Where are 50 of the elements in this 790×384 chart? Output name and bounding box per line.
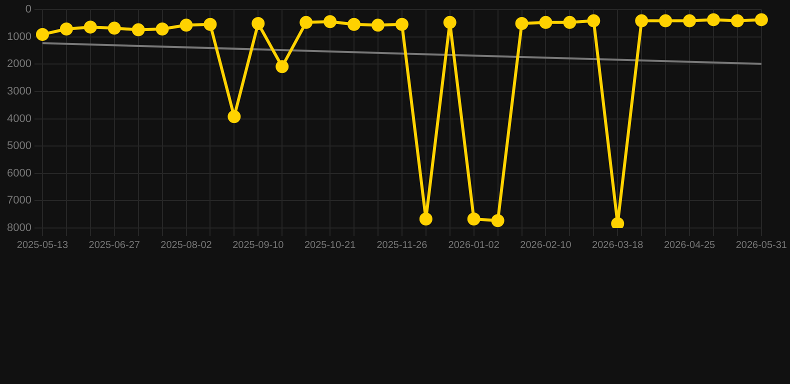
point bbox=[515, 17, 528, 30]
point bbox=[419, 212, 432, 226]
x-tick-label: 2025-06-27 bbox=[88, 240, 140, 251]
y-tick-label: 7000 bbox=[6, 194, 32, 207]
x-tick-label: 2026-04-25 bbox=[664, 240, 716, 251]
x-tick-label: 2025-09-10 bbox=[232, 240, 284, 251]
x-tick-label: 2026-03-18 bbox=[592, 240, 644, 251]
y-tick-label: 4000 bbox=[6, 112, 32, 125]
y-tick-label: 0 bbox=[25, 4, 32, 16]
point bbox=[324, 15, 337, 28]
x-tick-label: 2025-10-21 bbox=[304, 240, 356, 251]
point bbox=[635, 14, 648, 28]
point bbox=[60, 22, 73, 36]
y-tick-label: 3000 bbox=[6, 86, 32, 98]
y-tick-label: 2000 bbox=[6, 58, 32, 70]
point bbox=[611, 217, 624, 228]
point bbox=[371, 18, 384, 32]
y-tick-label: 5000 bbox=[6, 140, 32, 152]
point bbox=[84, 20, 97, 34]
point bbox=[180, 18, 193, 32]
point bbox=[683, 14, 696, 28]
y-tick-label: 1000 bbox=[6, 30, 32, 43]
point bbox=[659, 14, 672, 28]
point bbox=[491, 214, 504, 228]
point bbox=[252, 17, 265, 30]
point bbox=[563, 16, 576, 29]
x-tick-label: 2025-08-02 bbox=[160, 240, 212, 251]
y-tick-label: 8000 bbox=[6, 222, 32, 234]
point bbox=[132, 23, 145, 36]
point bbox=[443, 16, 456, 29]
x-tick-label: 2026-02-10 bbox=[520, 240, 572, 251]
point bbox=[706, 13, 720, 26]
point bbox=[228, 110, 241, 124]
point bbox=[108, 22, 121, 35]
point bbox=[300, 16, 313, 29]
x-tick-label: 2025-05-13 bbox=[16, 240, 68, 251]
y-tick-label: 6000 bbox=[6, 167, 32, 180]
x-tick-label: 2026-05-31 bbox=[736, 240, 788, 251]
x-tick-label: 2026-01-02 bbox=[448, 240, 500, 251]
point bbox=[348, 18, 361, 31]
point bbox=[156, 22, 169, 36]
point bbox=[395, 18, 408, 31]
point bbox=[204, 18, 217, 31]
point bbox=[276, 60, 289, 74]
point bbox=[539, 16, 552, 29]
point bbox=[587, 14, 600, 28]
x-tick-label: 2025-11-26 bbox=[376, 240, 428, 251]
point bbox=[754, 13, 768, 26]
point bbox=[730, 14, 744, 28]
point bbox=[467, 212, 480, 226]
